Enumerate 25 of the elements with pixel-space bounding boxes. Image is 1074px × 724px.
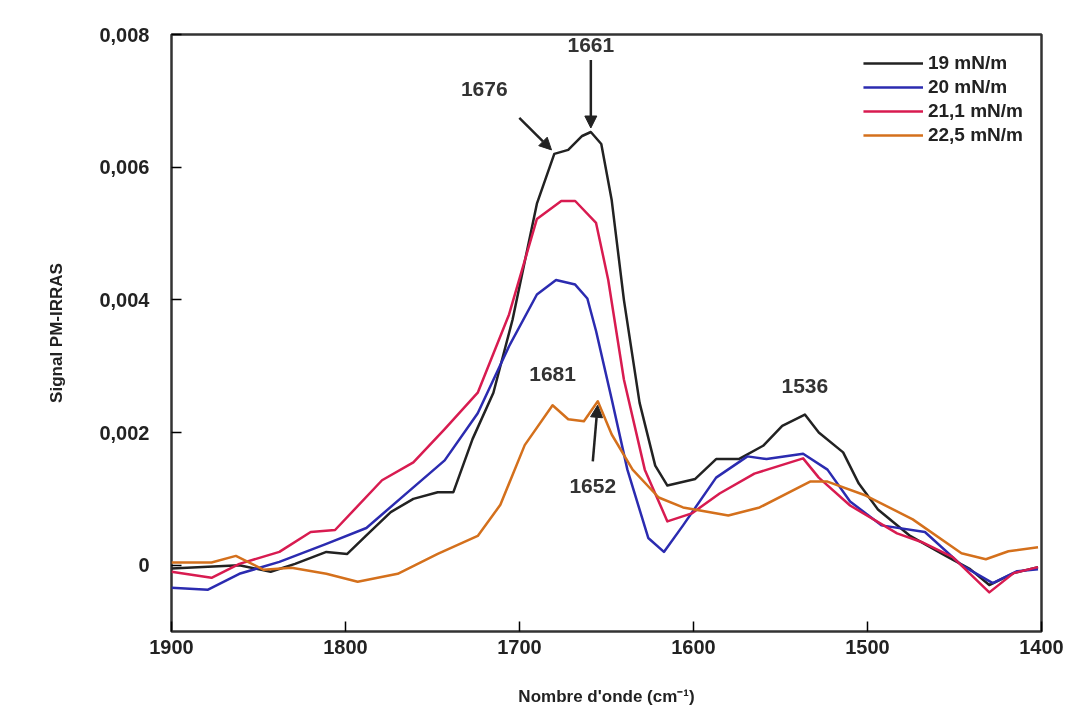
legend-label: 21,1 mN/m (927, 100, 1023, 122)
annotation: 1652 (569, 474, 617, 498)
x-tick-label: 1500 (845, 635, 890, 658)
x-tick-label: 1700 (497, 635, 542, 658)
line-series (171, 278, 1040, 591)
x-axis-title: Nombre d'onde (cm⁻¹) (518, 686, 695, 706)
y-tick-label: 0,008 (99, 23, 150, 46)
annotation: 1661 (567, 33, 615, 57)
x-tick-label: 1900 (149, 635, 194, 658)
annotation: 1681 (529, 362, 577, 386)
y-tick-label: 0,006 (99, 156, 150, 179)
annotation: 1676 (460, 76, 508, 100)
y-tick-label: 0,004 (99, 288, 151, 311)
legend-label: 19 mN/m (927, 52, 1008, 74)
x-tick-label: 1600 (671, 635, 716, 658)
legend-label: 22,5 mN/m (927, 124, 1023, 146)
y-tick-label: 0 (138, 554, 150, 577)
line-series (171, 199, 1040, 594)
x-tick-label: 1400 (1019, 635, 1064, 658)
annotation: 1536 (781, 373, 829, 397)
y-tick-label: 0,002 (99, 421, 150, 444)
y-axis-title: Signal PM-IRRAS (47, 263, 67, 403)
line-series (171, 400, 1040, 583)
legend-label: 20 mN/m (927, 76, 1008, 98)
x-tick-label: 1800 (323, 635, 368, 658)
